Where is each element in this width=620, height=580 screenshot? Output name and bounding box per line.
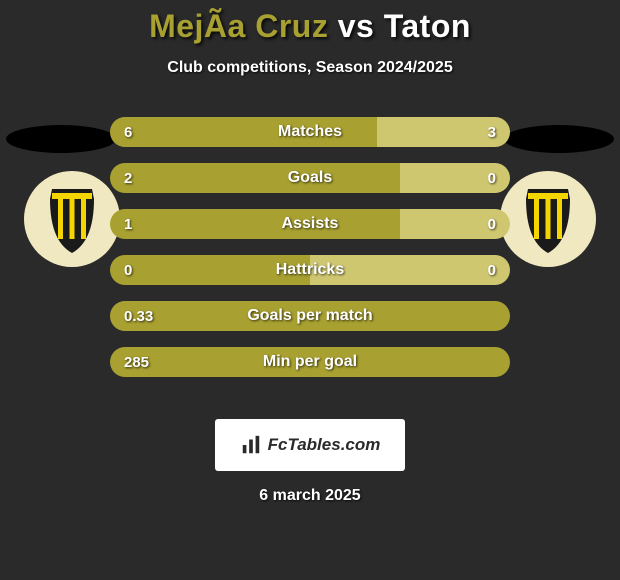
bar-right [400, 163, 510, 193]
shield-icon [498, 169, 598, 269]
page-title: MejÃ­a Cruz vs Taton [0, 8, 620, 45]
team-badge-left [22, 169, 122, 269]
stat-rows: Matches63 Goals20 Assists10 Hattricks00 Goal… [110, 117, 510, 393]
comparison-card: MejÃ­a Cruz vs Taton Club competitions, … [0, 0, 620, 505]
bar-track [110, 117, 510, 147]
badge-shadow-left [6, 125, 116, 153]
bar-right [310, 255, 510, 285]
stat-row: Goals per match0.33 [110, 301, 510, 331]
bar-left [110, 117, 377, 147]
bar-left [110, 301, 510, 331]
bar-left [110, 209, 400, 239]
bar-right [377, 117, 510, 147]
bar-right [400, 209, 510, 239]
player-right-name: vs Taton [328, 8, 471, 44]
bar-left [110, 163, 400, 193]
stat-row: Matches63 [110, 117, 510, 147]
branding-badge[interactable]: FcTables.com [215, 419, 405, 471]
bar-track [110, 255, 510, 285]
branding-text: FcTables.com [268, 435, 381, 455]
bar-track [110, 209, 510, 239]
bar-track [110, 301, 510, 331]
team-badge-right [498, 169, 598, 269]
shield-icon [22, 169, 122, 269]
player-left-name: MejÃ­a Cruz [149, 8, 328, 44]
bar-left [110, 347, 510, 377]
chart-bar-icon [240, 434, 262, 456]
bar-track [110, 347, 510, 377]
stat-row: Hattricks00 [110, 255, 510, 285]
stat-row: Assists10 [110, 209, 510, 239]
stat-row: Goals20 [110, 163, 510, 193]
date-text: 6 march 2025 [0, 487, 620, 505]
badge-shadow-right [504, 125, 614, 153]
bar-left [110, 255, 310, 285]
bar-track [110, 163, 510, 193]
stats-area: Matches63 Goals20 Assists10 Hattricks00 Goal… [0, 117, 620, 407]
subtitle: Club competitions, Season 2024/2025 [0, 59, 620, 77]
stat-row: Min per goal285 [110, 347, 510, 377]
